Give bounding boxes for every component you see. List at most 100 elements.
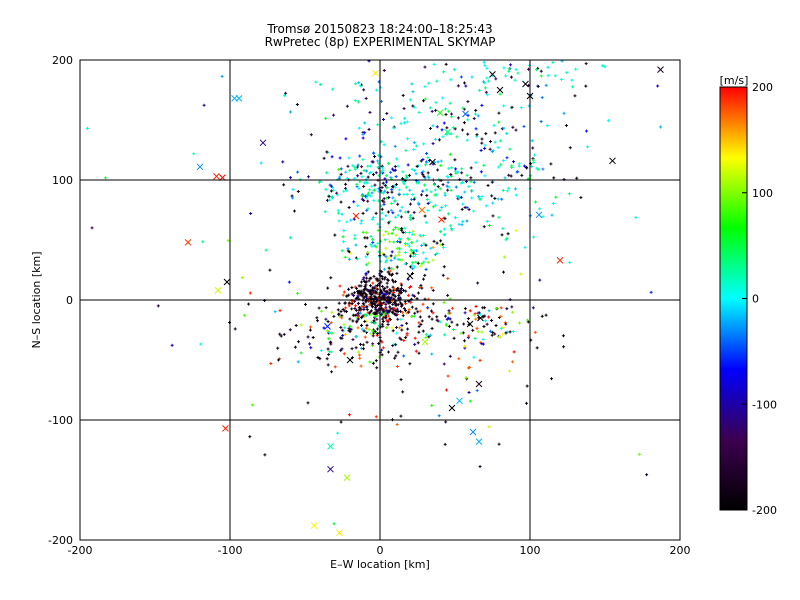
data-point [540, 96, 544, 100]
data-point [375, 292, 379, 296]
data-point [422, 99, 426, 103]
y-tick-label: -100 [48, 414, 73, 427]
data-point [430, 326, 434, 330]
data-point [397, 227, 401, 231]
data-point [512, 350, 516, 354]
data-point [539, 120, 543, 124]
data-point [603, 65, 607, 69]
data-point [480, 141, 484, 145]
data-point [380, 199, 384, 203]
data-point [394, 354, 398, 358]
data-point [501, 188, 505, 192]
data-point [407, 310, 411, 314]
data-point [381, 292, 385, 296]
data-point [388, 305, 392, 309]
data-point [382, 301, 386, 305]
data-point [493, 131, 497, 135]
data-point [533, 330, 537, 334]
data-point [402, 354, 406, 358]
data-point [431, 205, 435, 209]
data-point [374, 245, 378, 249]
data-point [403, 300, 407, 304]
data-point [479, 170, 483, 174]
data-point [371, 285, 375, 289]
data-point [540, 314, 544, 318]
data-point [431, 258, 435, 262]
data-point [376, 283, 380, 287]
data-point [584, 84, 588, 88]
data-point [426, 201, 430, 205]
data-point [295, 291, 299, 295]
data-point [391, 267, 395, 271]
data-point [384, 246, 388, 250]
data-point [525, 166, 529, 170]
data-point [483, 306, 487, 310]
data-point [406, 293, 410, 297]
data-point [361, 277, 365, 281]
data-point-large [336, 529, 343, 537]
data-point [370, 217, 374, 221]
x-tick-label: 100 [520, 544, 541, 557]
data-point [374, 284, 378, 288]
data-point-large [406, 272, 414, 280]
data-point [454, 185, 458, 189]
data-point [405, 333, 409, 337]
data-point [372, 151, 376, 155]
data-point [156, 304, 160, 308]
data-point [392, 240, 396, 244]
data-point [367, 127, 371, 131]
data-point [350, 292, 354, 296]
data-point [519, 272, 523, 276]
data-point [369, 332, 373, 336]
data-point [390, 250, 394, 254]
data-point [514, 128, 518, 132]
data-point [308, 328, 312, 332]
data-point [394, 325, 398, 329]
data-point [463, 339, 467, 343]
data-point [337, 301, 341, 305]
data-point [534, 200, 538, 204]
data-point [342, 189, 346, 193]
data-point [368, 284, 372, 288]
data-point [366, 199, 370, 203]
data-point [331, 87, 335, 91]
data-point [438, 208, 442, 212]
data-point [443, 107, 447, 111]
data-point [268, 268, 272, 272]
data-point [409, 248, 413, 252]
data-point [438, 187, 442, 191]
data-point [388, 291, 392, 295]
data-point [455, 323, 459, 327]
data-point [367, 261, 371, 265]
data-point [316, 355, 320, 359]
data-point [417, 330, 421, 334]
data-point [525, 318, 529, 322]
data-point [394, 175, 398, 179]
data-point [348, 168, 352, 172]
data-point [376, 332, 380, 336]
data-point [384, 307, 388, 311]
data-point [391, 278, 395, 282]
data-point [390, 326, 394, 330]
data-point [405, 120, 409, 124]
data-point [325, 357, 329, 361]
data-point [511, 125, 515, 129]
data-point [411, 90, 415, 94]
data-point [511, 330, 515, 334]
data-point [476, 330, 480, 334]
data-point [423, 65, 427, 69]
data-point [562, 345, 566, 349]
data-point [392, 126, 396, 130]
data-point [324, 188, 328, 192]
data-point [353, 313, 357, 317]
data-point [440, 128, 444, 132]
data-point [459, 75, 463, 79]
data-point [347, 413, 351, 417]
data-point [353, 233, 357, 237]
data-point [579, 196, 583, 200]
data-point [358, 180, 362, 184]
data-point [296, 360, 300, 364]
data-point [381, 233, 385, 237]
data-point [413, 336, 417, 340]
data-point [412, 251, 416, 255]
